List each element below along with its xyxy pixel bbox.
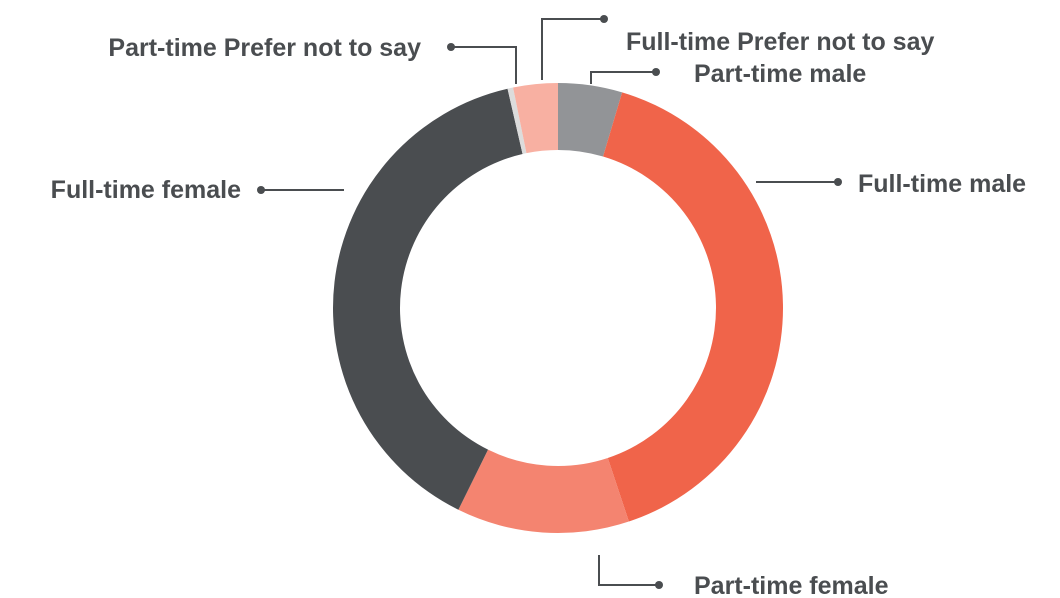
label-part-time-female: Part-time female bbox=[694, 572, 889, 598]
leader-dot-full-time-female bbox=[257, 186, 265, 194]
slice-part-time-prefer-not-to-say bbox=[507, 87, 527, 155]
slice-part-time-female bbox=[458, 449, 629, 533]
slice-full-time-male bbox=[603, 92, 784, 522]
leader-lines bbox=[257, 15, 842, 589]
leader-dot-part-time-male bbox=[652, 68, 660, 76]
label-part-time-prefer-not-to-say: Part-time Prefer not to say bbox=[108, 34, 421, 62]
slice-labels: Full-time Prefer not to say Part-time Pr… bbox=[51, 28, 1027, 598]
leader-part-time-male bbox=[590, 71, 656, 84]
label-full-time-female: Full-time female bbox=[51, 176, 241, 204]
leader-dot-part-time-female bbox=[655, 581, 663, 589]
leader-part-time-prefer-not-to-say bbox=[451, 46, 517, 84]
leader-part-time-female bbox=[598, 555, 659, 586]
slice-part-time-male bbox=[558, 83, 623, 157]
slice-full-time-prefer-not-to-say bbox=[513, 83, 558, 154]
label-full-time-male: Full-time male bbox=[858, 170, 1026, 198]
slice-full-time-female bbox=[333, 88, 523, 510]
leader-dot-full-time-prefer-not-to-say bbox=[600, 15, 608, 23]
leader-full-time-prefer-not-to-say bbox=[541, 18, 604, 80]
donut-slices bbox=[333, 83, 784, 533]
leader-dot-part-time-prefer-not-to-say bbox=[447, 43, 455, 51]
label-full-time-prefer-not-to-say: Full-time Prefer not to say bbox=[626, 28, 934, 56]
leader-dot-full-time-male bbox=[834, 178, 842, 186]
label-part-time-male: Part-time male bbox=[694, 60, 866, 88]
